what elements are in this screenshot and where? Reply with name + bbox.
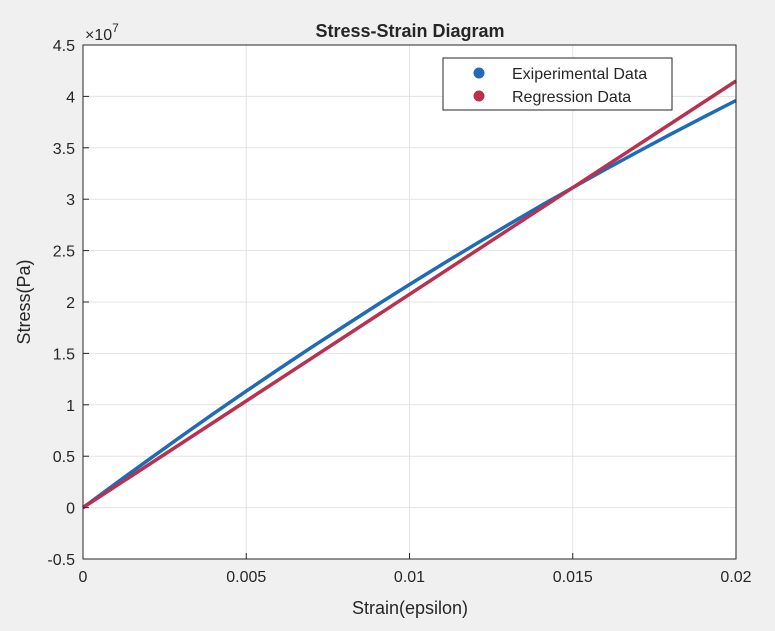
y-tick-label: 2 (66, 295, 75, 312)
y-tick-label: 1.5 (53, 346, 75, 363)
series-line-0 (81, 98, 737, 510)
y-tick-label: 3.5 (53, 141, 75, 158)
legend-label-regression: Regression Data (512, 89, 631, 106)
y-tick-label: 4.5 (53, 38, 75, 55)
x-tick-label: 0.02 (720, 569, 751, 586)
ticks: 0 0.005 0.01 0.015 0.02-0.500.511.522.533.54… (47, 38, 751, 586)
series-line-1 (82, 79, 737, 510)
y-tick-label: 0 (66, 501, 75, 518)
legend[interactable]: Exiperimental Data Regression Data (442, 57, 673, 111)
legend-marker-experimental (473, 67, 485, 79)
grid (82, 44, 737, 560)
y-axis-label: Stress(Pa) (14, 259, 34, 344)
y-tick-label: 1 (66, 398, 75, 415)
legend-box (442, 57, 673, 111)
y-tick-label: -0.5 (47, 552, 75, 569)
series-layer (81, 79, 737, 510)
x-tick-label: 0.01 (394, 569, 425, 586)
y-tick-label: 4 (66, 89, 75, 106)
y-tick-label: 2.5 (53, 244, 75, 261)
x-axis-label: Strain(epsilon) (352, 598, 468, 618)
legend-label-experimental: Exiperimental Data (512, 66, 647, 83)
y-tick-label: 0.5 (53, 449, 75, 466)
y-tick-label: 3 (66, 192, 75, 209)
x-tick-label: 0.005 (226, 569, 266, 586)
x-tick-label: 0 (79, 569, 88, 586)
legend-marker-regression (473, 90, 485, 102)
x-tick-label: 0.015 (553, 569, 593, 586)
chart-title: Stress-Strain Diagram (315, 21, 504, 41)
y-exponent: ×107 (85, 21, 119, 44)
